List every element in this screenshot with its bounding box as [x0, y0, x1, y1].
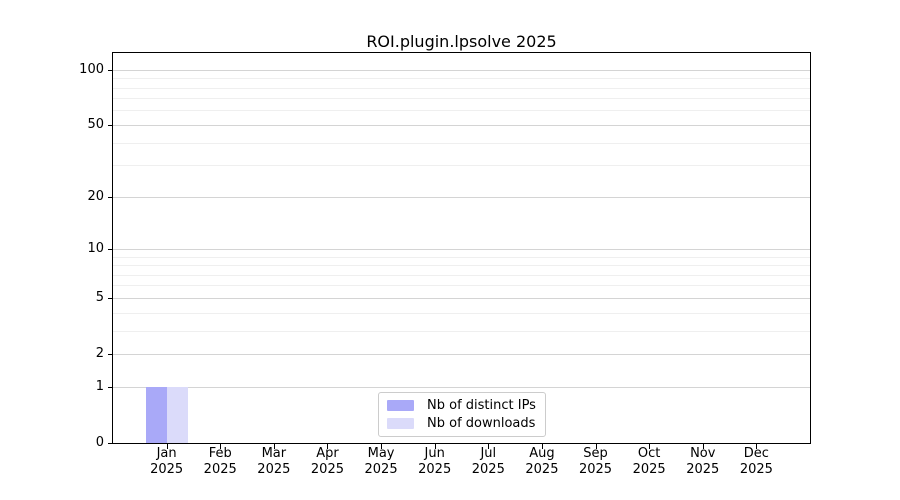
gridline-major-2 [113, 353, 810, 355]
x-tick-month: Feb [208, 446, 232, 461]
gridline-minor-30 [113, 165, 810, 167]
legend-item-distinct-ips: Nb of distinct IPs [387, 398, 536, 413]
x-tick-label-nov: Nov 2025 [668, 446, 738, 477]
x-tick-label-oct: Oct 2025 [614, 446, 684, 477]
gridline-minor-40 [113, 142, 810, 144]
y-tick-mark-10 [108, 249, 113, 251]
gridline-major-1 [113, 386, 810, 388]
gridline-minor-70 [113, 98, 810, 100]
x-tick-label-dec: Dec 2025 [721, 446, 791, 477]
x-tick-month: Sep [583, 446, 608, 461]
x-tick-mark-jul [488, 444, 490, 449]
x-tick-year: 2025 [739, 461, 773, 477]
x-tick-month: Nov [690, 446, 716, 461]
x-tick-year: 2025 [418, 461, 452, 477]
gridline-minor-9 [113, 256, 810, 258]
gridline-minor-4 [113, 312, 810, 314]
x-tick-year: 2025 [364, 461, 398, 477]
bars-layer [113, 53, 810, 443]
gridline-minor-8 [113, 265, 810, 267]
y-tick-label-0: 0 [95, 435, 104, 450]
y-tick-mark-2 [108, 354, 113, 356]
gridline-minor-60 [113, 110, 810, 112]
x-tick-month: Aug [529, 446, 555, 461]
y-tick-mark-100 [108, 70, 113, 72]
gridline-major-100 [113, 69, 810, 71]
legend-swatch-downloads [387, 418, 414, 429]
y-tick-label-50: 50 [87, 117, 104, 133]
y-tick-mark-0 [108, 443, 113, 444]
y-tick-label-2: 2 [95, 346, 104, 362]
x-tick-mark-dec [756, 444, 758, 449]
gridline-minor-80 [113, 87, 810, 89]
x-tick-mark-oct [649, 444, 651, 449]
x-tick-label-apr: Apr 2025 [292, 446, 362, 477]
y-tick-mark-20 [108, 197, 113, 199]
plot-area [112, 52, 811, 444]
x-tick-year: 2025 [525, 461, 559, 477]
legend-swatch-distinct-ips [387, 400, 414, 411]
x-tick-month: Oct [637, 446, 661, 461]
chart-title: ROI.plugin.lpsolve 2025 [366, 32, 557, 51]
gridline-major-5 [113, 297, 810, 299]
x-tick-month: Jul [480, 446, 497, 461]
gridline-minor-3 [113, 330, 810, 332]
legend-label-downloads: Nb of downloads [427, 416, 536, 431]
x-tick-year: 2025 [150, 461, 184, 477]
x-tick-month: Jun [424, 446, 445, 461]
x-tick-label-may: May 2025 [346, 446, 416, 477]
bar-downloads-jan [166, 387, 188, 443]
x-tick-mark-apr [327, 444, 329, 449]
x-tick-mark-jun [434, 444, 436, 449]
y-tick-label-20: 20 [87, 189, 104, 205]
x-tick-month: Jan [156, 446, 177, 461]
y-tick-label-10: 10 [87, 241, 104, 257]
x-tick-mark-feb [220, 444, 222, 449]
x-tick-month: Dec [743, 446, 769, 461]
x-tick-label-aug: Aug 2025 [507, 446, 577, 477]
x-tick-month: May [367, 446, 395, 461]
y-tick-label-1: 1 [95, 379, 104, 394]
x-tick-label-feb: Feb 2025 [185, 446, 255, 477]
x-tick-year: 2025 [686, 461, 720, 477]
gridline-minor-6 [113, 285, 810, 287]
x-tick-mark-sep [595, 444, 597, 449]
x-tick-month: Apr [316, 446, 339, 461]
x-tick-label-mar: Mar 2025 [239, 446, 309, 477]
legend-item-downloads: Nb of downloads [387, 416, 536, 431]
bar-distinct-ips-jan [145, 387, 167, 443]
x-tick-month: Mar [261, 446, 287, 461]
y-tick-label-100: 100 [79, 62, 104, 78]
x-tick-mark-nov [702, 444, 704, 449]
x-tick-year: 2025 [203, 461, 237, 477]
x-tick-label-jul: Jul 2025 [453, 446, 523, 477]
x-tick-year: 2025 [632, 461, 666, 477]
gridline-minor-90 [113, 78, 810, 80]
x-tick-year: 2025 [471, 461, 505, 477]
legend: Nb of distinct IPs Nb of downloads [378, 392, 546, 437]
x-tick-year: 2025 [257, 461, 291, 477]
y-tick-mark-50 [108, 125, 113, 127]
x-tick-label-jan: Jan 2025 [132, 446, 202, 477]
x-tick-label-sep: Sep 2025 [561, 446, 631, 477]
x-tick-mark-jan [166, 444, 168, 449]
gridline-major-10 [113, 248, 810, 250]
y-tick-mark-1 [108, 387, 113, 388]
x-tick-year: 2025 [310, 461, 344, 477]
x-tick-mark-mar [273, 444, 275, 449]
x-tick-mark-may [381, 444, 383, 449]
x-tick-mark-aug [541, 444, 543, 449]
y-tick-label-5: 5 [95, 290, 104, 306]
x-tick-label-jun: Jun 2025 [400, 446, 470, 477]
legend-label-distinct-ips: Nb of distinct IPs [427, 398, 536, 413]
gridline-major-50 [113, 124, 810, 126]
grid-layer [113, 53, 810, 443]
y-tick-mark-5 [108, 298, 113, 300]
x-tick-year: 2025 [578, 461, 613, 477]
gridline-minor-7 [113, 274, 810, 276]
gridline-major-20 [113, 196, 810, 198]
